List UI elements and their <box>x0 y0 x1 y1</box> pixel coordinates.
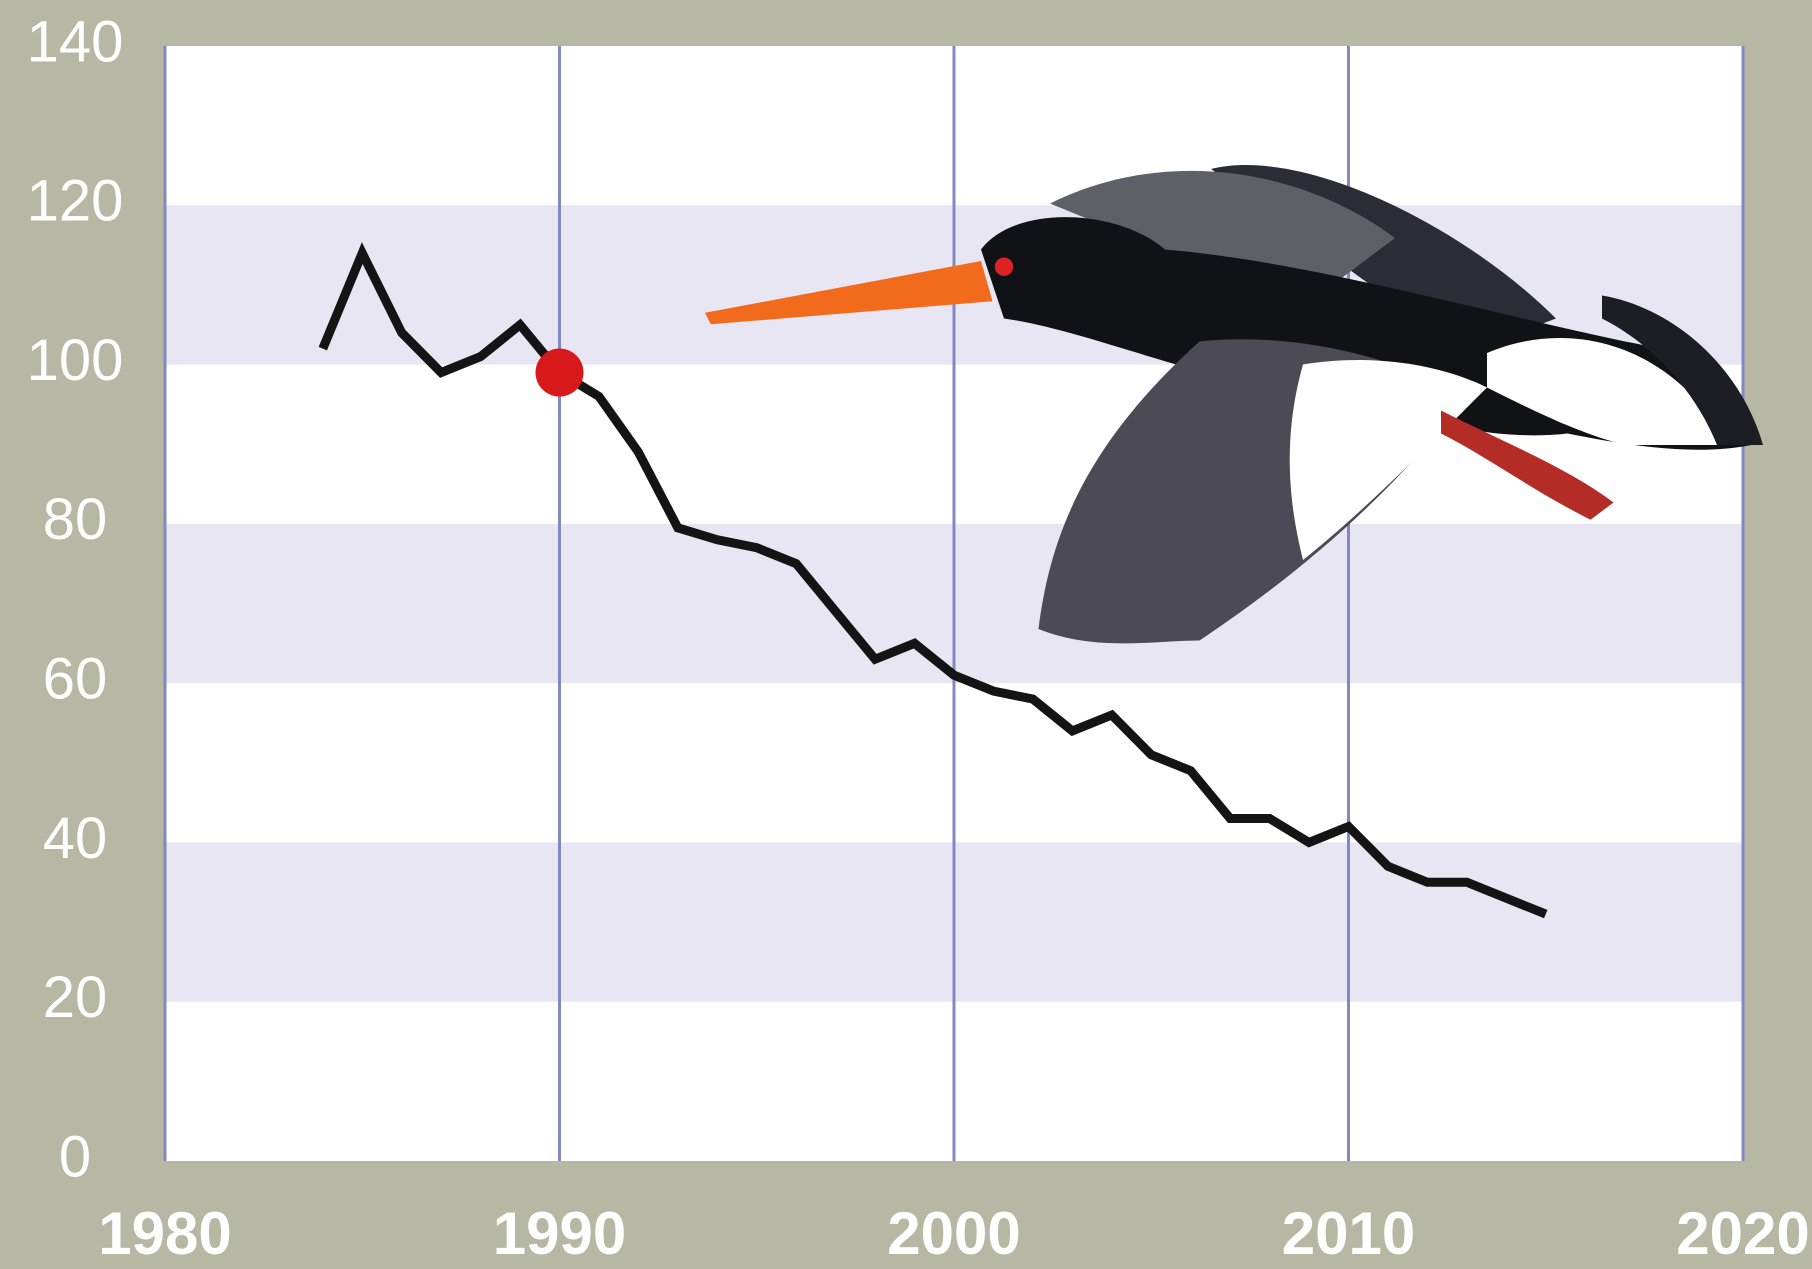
bird-illustration <box>705 165 1763 644</box>
x-tick-label: 1980 <box>98 1200 231 1267</box>
y-tick-label: 120 <box>27 169 124 234</box>
y-tick-label: 20 <box>43 965 108 1030</box>
y-tick-label: 40 <box>43 806 108 871</box>
x-tick-label: 2010 <box>1282 1200 1415 1267</box>
y-tick-label: 0 <box>59 1124 91 1189</box>
x-tick-label: 2000 <box>887 1200 1020 1267</box>
y-tick-label: 60 <box>43 646 108 711</box>
x-tick-label: 1990 <box>493 1200 626 1267</box>
data-line <box>318 242 1548 919</box>
x-tick-label: 2020 <box>1676 1200 1809 1267</box>
y-tick-label: 80 <box>43 487 108 552</box>
plot-area: 0 20 40 60 80 100 120 140 1980 1990 2000 2010 2020 <box>27 9 1810 1267</box>
y-tick-label: 140 <box>27 9 124 74</box>
y-tick-label: 100 <box>27 328 124 393</box>
highlight-point <box>535 348 584 397</box>
